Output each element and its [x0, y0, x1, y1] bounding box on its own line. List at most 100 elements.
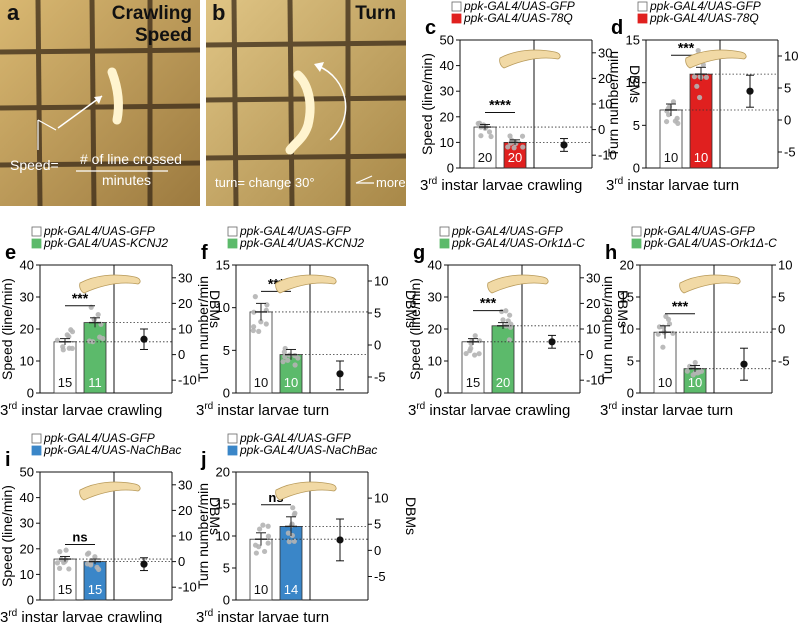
data-point: [63, 557, 69, 563]
legend-swatch-control: [31, 226, 42, 237]
x-label-superscript: rd: [608, 401, 617, 412]
legend-swatch-treatment: [227, 445, 238, 456]
legend-label-treatment: ppk-GAL4/UAS-78Q: [649, 11, 759, 25]
legend-label-control: ppk-GAL4/UAS-GFP: [649, 0, 761, 13]
y-tick-label: 30: [20, 290, 34, 305]
panel-label-f: f: [201, 242, 208, 264]
dbm-tick-label: -10: [178, 373, 197, 388]
dbm-axis-label: DBMs: [627, 65, 643, 103]
data-point: [684, 368, 690, 374]
y-tick-label: 0: [223, 593, 230, 608]
y-axis-label: Speed (line/min): [407, 278, 423, 380]
y-tick-label: 20: [20, 541, 34, 556]
legend-swatch-treatment: [637, 13, 648, 24]
data-point: [499, 308, 505, 315]
larva-icon: [79, 274, 141, 294]
n-label: 10: [688, 375, 702, 390]
speed-formula-denominator: minutes: [102, 172, 152, 188]
data-point: [252, 294, 258, 300]
y-tick-label: 10: [428, 354, 442, 369]
larva-icon: [685, 49, 747, 69]
n-label: 10: [254, 375, 268, 390]
panel-label-h: h: [605, 242, 617, 264]
data-point: [690, 372, 696, 378]
legend-swatch-control: [439, 226, 450, 237]
dbm-tick-label: 0: [778, 322, 785, 337]
data-point: [280, 359, 286, 365]
dbm-mean-point: [560, 141, 568, 149]
legend-swatch-control: [637, 1, 648, 12]
dbm-tick-label: 20: [586, 296, 600, 311]
data-point: [281, 349, 287, 355]
y-tick-label: 30: [428, 290, 442, 305]
data-point: [675, 120, 681, 126]
data-point: [292, 362, 298, 368]
data-point: [57, 549, 63, 555]
data-point: [54, 337, 60, 343]
legend-swatch-treatment: [451, 13, 462, 24]
y-tick-label: 0: [633, 161, 640, 176]
data-point: [253, 550, 259, 556]
dbm-tick-label: 10: [586, 322, 600, 337]
data-point: [54, 560, 61, 566]
panel-label-a: a: [7, 0, 20, 25]
larva-icon: [79, 481, 141, 501]
y-axis-label: Turn number/min: [195, 483, 211, 589]
dbm-tick-label: 10: [178, 322, 192, 337]
legend-label-control: ppk-GAL4/UAS-GFP: [43, 431, 155, 445]
data-point: [285, 357, 291, 363]
speed-formula-prefix: Speed=: [10, 157, 59, 173]
dbm-tick-label: 0: [784, 113, 791, 128]
dbm-tick-label: 10: [598, 97, 612, 112]
data-point: [290, 505, 296, 511]
x-axis-label: 3rd instar larvae turn: [196, 608, 329, 623]
dbm-tick-label: 0: [178, 554, 185, 569]
y-tick-label: 15: [626, 33, 640, 48]
data-point: [467, 348, 473, 354]
dbm-tick-label: 0: [598, 122, 605, 137]
larva-icon: [679, 274, 741, 294]
dbm-tick-label: 20: [178, 503, 192, 518]
legend-swatch-treatment: [439, 238, 450, 249]
dbm-tick-label: 30: [586, 270, 600, 285]
data-point: [261, 548, 268, 555]
n-label: 20: [508, 150, 522, 165]
dbm-tick-label: -5: [374, 370, 386, 385]
x-label-superscript: rd: [614, 176, 623, 187]
y-tick-label: 10: [20, 567, 34, 582]
x-label-text: instar larvae crawling: [437, 177, 582, 194]
dbm-tick-label: 0: [374, 543, 381, 558]
crawling-title: Crawling: [111, 3, 192, 24]
dbm-tick-label: 5: [374, 517, 381, 532]
data-point: [66, 566, 72, 572]
dbm-mean-point: [740, 360, 748, 368]
data-point: [478, 133, 484, 139]
significance-label: ns: [72, 529, 87, 544]
legend-swatch-treatment: [227, 238, 238, 249]
y-axis-label: Speed (line/min): [419, 53, 435, 155]
x-label-superscript: rd: [8, 401, 17, 412]
dbm-tick-label: -5: [374, 569, 386, 584]
n-label: 10: [658, 375, 672, 390]
y-tick-label: 15: [216, 497, 230, 512]
legend-label-control: ppk-GAL4/UAS-GFP: [451, 224, 563, 238]
n-label: 10: [284, 375, 298, 390]
data-point: [60, 347, 66, 353]
significance-label: ****: [489, 96, 511, 112]
significance-label: ***: [72, 290, 89, 306]
data-point: [250, 324, 257, 330]
data-point: [698, 368, 705, 374]
x-label-text: instar larvae crawling: [17, 609, 162, 623]
direction-arrow: [57, 95, 103, 129]
x-label-number: 3: [196, 402, 204, 419]
legend-label-control: ppk-GAL4/UAS-GFP: [43, 224, 155, 238]
dbm-tick-label: 10: [374, 491, 388, 506]
dbm-mean-point: [548, 338, 556, 346]
legend-swatch-control: [31, 433, 42, 444]
data-point: [256, 526, 263, 532]
y-tick-label: 5: [223, 561, 230, 576]
y-tick-label: 10: [620, 322, 634, 337]
dbm-tick-label: 5: [374, 306, 381, 321]
